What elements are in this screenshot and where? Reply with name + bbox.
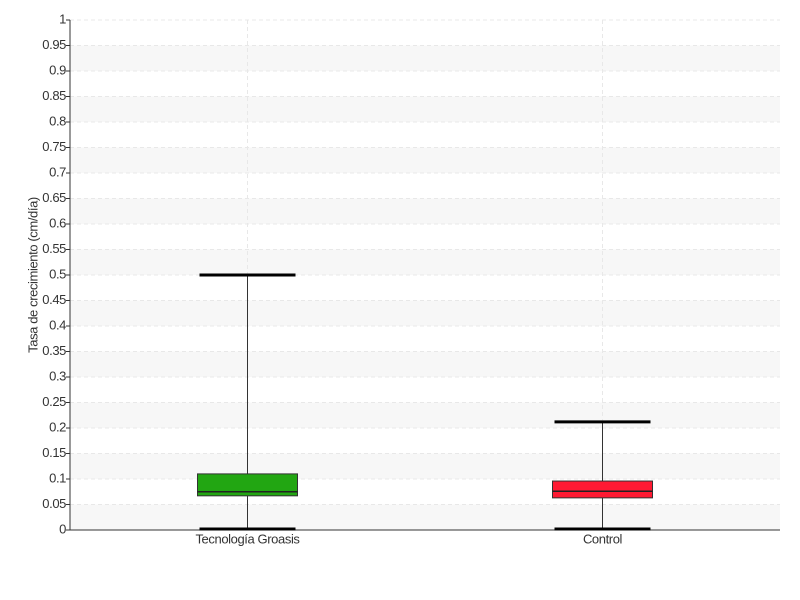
y-tick-label: 0.6 [49, 215, 66, 230]
plot-band [70, 300, 780, 326]
y-tick-label: 0.1 [49, 470, 66, 485]
y-tick-label: 0.65 [42, 190, 66, 205]
y-tick-label: 0.95 [42, 37, 66, 52]
plot-band [70, 198, 780, 224]
y-tick-label: 0 [59, 521, 66, 536]
y-tick-label: 0.55 [42, 241, 66, 256]
y-tick-label: 0.4 [49, 317, 66, 332]
y-tick-label: 0.9 [49, 62, 66, 77]
plot-band [70, 351, 780, 377]
box [197, 473, 298, 497]
plot-band [70, 96, 780, 122]
y-tick-label: 0.7 [49, 164, 66, 179]
y-tick-label: 0.05 [42, 496, 66, 511]
y-tick-label: 0.35 [42, 343, 66, 358]
y-tick-label: 0.15 [42, 445, 66, 460]
plot-band [70, 402, 780, 428]
y-tick-label: 0.25 [42, 394, 66, 409]
y-tick-label: 0.8 [49, 113, 66, 128]
plot-band [70, 453, 780, 479]
y-axis-label: Tasa de crecimiento (cm/día) [25, 197, 40, 353]
box [552, 480, 653, 499]
plot-band [70, 45, 780, 71]
y-tick-label: 0.5 [49, 266, 66, 281]
x-tick-label: Tecnología Groasis [195, 531, 300, 546]
y-tick-label: 0.2 [49, 419, 66, 434]
plot-band [70, 249, 780, 275]
y-tick-label: 0.3 [49, 368, 66, 383]
x-tick-label: Control [583, 531, 623, 546]
y-tick-label: 1 [59, 11, 66, 26]
plot-band [70, 147, 780, 173]
y-tick-label: 0.85 [42, 88, 66, 103]
plot-band [70, 504, 780, 530]
y-tick-label: 0.75 [42, 139, 66, 154]
plot-background [70, 45, 780, 530]
y-tick-label: 0.45 [42, 292, 66, 307]
